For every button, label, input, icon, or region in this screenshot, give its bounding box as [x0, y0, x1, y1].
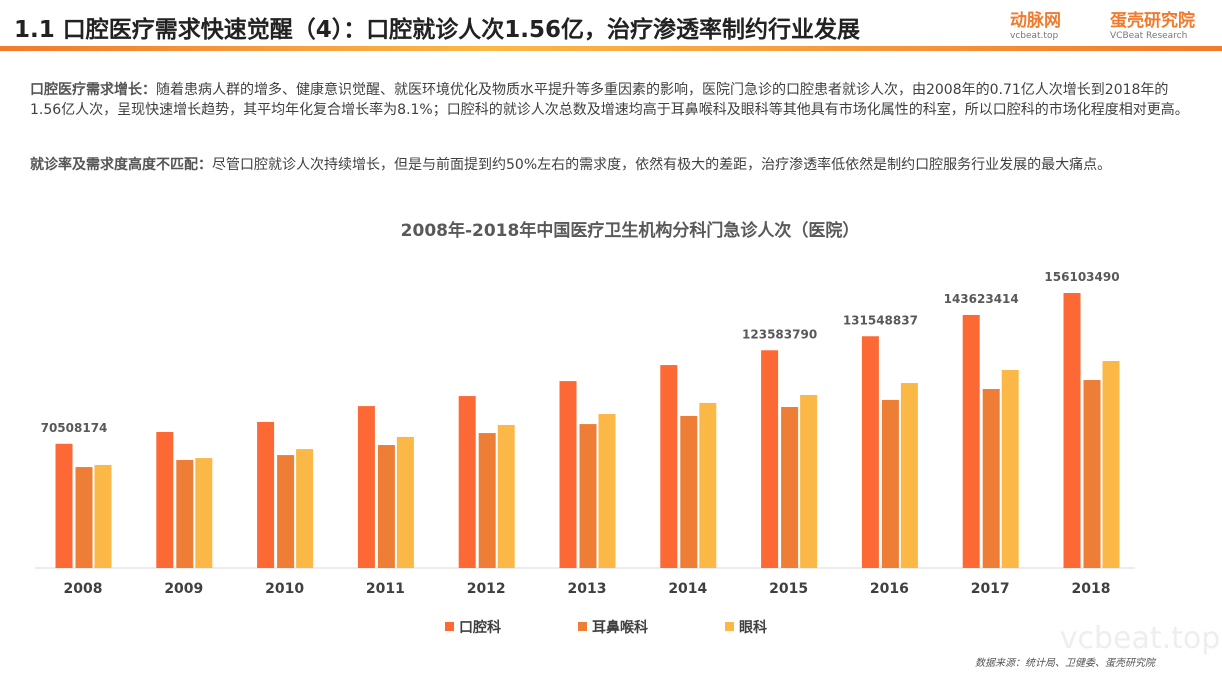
logo-text: 动脉网 [1010, 11, 1061, 31]
bar [357, 406, 375, 568]
bar [257, 421, 275, 568]
bar [800, 395, 818, 568]
bar [377, 445, 395, 568]
bar [396, 436, 414, 568]
bar [55, 443, 73, 568]
slide-title: 1.1 口腔医疗需求快速觉醒（4）：口腔就诊人次1.56亿，治疗渗透率制约行业发… [14, 17, 861, 43]
logo-text: 蛋壳研究院 [1110, 11, 1195, 31]
bar [559, 381, 577, 568]
bar [1083, 380, 1101, 568]
x-tick-label: 2013 [568, 581, 607, 597]
logo: 蛋壳研究院 VCBeat Research [1110, 6, 1195, 41]
bar [458, 396, 476, 568]
bar [94, 464, 112, 568]
bar [1102, 361, 1120, 568]
bar [962, 314, 980, 568]
bar [478, 433, 496, 568]
bar [861, 336, 879, 568]
data-label: 70508174 [41, 421, 108, 435]
x-tick-label: 2009 [164, 581, 203, 597]
lead: 口腔医疗需求增长： [30, 82, 156, 98]
bar [195, 458, 213, 568]
legend-label: 耳鼻喉科 [592, 619, 648, 636]
data-label: 131548837 [843, 313, 918, 327]
text: 尽管口腔就诊人次持续增长，但是与前面提到约50%左右的需求度，依然有极大的差距，… [212, 157, 1112, 173]
text: 随着患病人群的增多、健康意识觉醒、就医环境优化及物质水平提升等多重因素的影响，医… [30, 82, 1189, 118]
bar [176, 460, 194, 568]
bar [296, 449, 314, 568]
bar [781, 406, 799, 568]
paragraph: 就诊率及需求度高度不匹配：尽管口腔就诊人次持续增长，但是与前面提到约50%左右的… [30, 155, 1190, 175]
bar [277, 455, 295, 568]
bar [761, 350, 779, 568]
bar [881, 399, 899, 568]
x-tick-label: 2017 [971, 581, 1010, 597]
legend-label: 口腔科 [459, 619, 501, 636]
x-tick-label: 2008 [64, 581, 103, 597]
legend-swatch [445, 622, 454, 631]
legend-swatch [725, 622, 734, 631]
legend-swatch [578, 622, 587, 631]
chart-title: 2008年-2018年中国医疗卫生机构分科门急诊人次（医院） [401, 220, 860, 241]
bar [75, 467, 93, 568]
bar [982, 389, 1000, 568]
logo-sub: vcbeat.top [1010, 31, 1059, 41]
bar [699, 402, 717, 568]
bar [497, 424, 515, 568]
source: 数据来源：统计局、卫健委、蛋壳研究院 [975, 657, 1157, 669]
x-tick-label: 2014 [668, 581, 707, 597]
lead: 就诊率及需求度高度不匹配： [30, 157, 212, 173]
legend-label: 眼科 [739, 619, 767, 636]
bar [1063, 293, 1081, 568]
data-label: 123583790 [742, 327, 817, 341]
x-tick-label: 2012 [467, 581, 506, 597]
title-underline [0, 46, 1222, 51]
logo-sub: VCBeat Research [1110, 31, 1188, 41]
x-tick-label: 2010 [265, 581, 304, 597]
bar [156, 432, 174, 568]
x-tick-label: 2011 [366, 581, 405, 597]
bar [900, 383, 918, 568]
data-label: 143623414 [944, 292, 1019, 306]
x-tick-label: 2018 [1072, 581, 1111, 597]
bar [660, 365, 678, 568]
x-tick-label: 2016 [870, 581, 909, 597]
bar [1001, 369, 1019, 568]
paragraph: 口腔医疗需求增长：随着患病人群的增多、健康意识觉醒、就医环境优化及物质水平提升等… [30, 80, 1190, 120]
watermark: vcbeat.top [1060, 621, 1221, 656]
bar [680, 415, 698, 568]
logo: 动脉网 vcbeat.top [1010, 6, 1061, 41]
bar [579, 424, 597, 568]
data-label: 156103490 [1044, 270, 1119, 284]
x-tick-label: 2015 [769, 581, 808, 597]
bar [598, 414, 616, 568]
